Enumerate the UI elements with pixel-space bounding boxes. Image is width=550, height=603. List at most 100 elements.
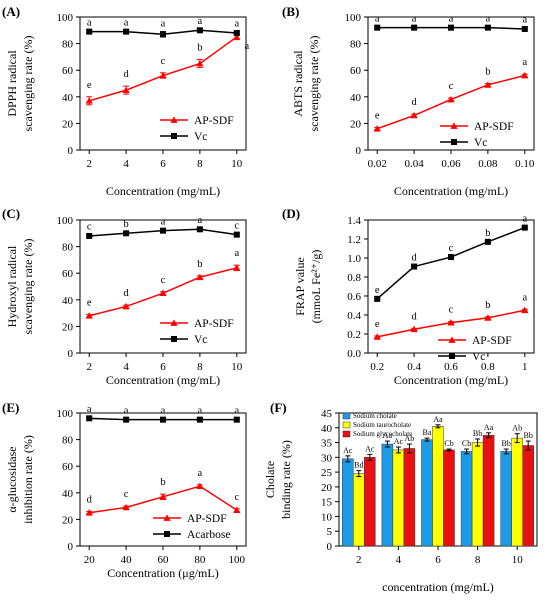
y-axis-title: α-glucosidase	[5, 446, 19, 512]
data-point	[411, 263, 418, 270]
significance-label: a	[234, 19, 239, 30]
significance-label: Aa	[484, 423, 494, 432]
bar	[471, 442, 484, 547]
significance-label: b	[160, 477, 165, 488]
panel-label: (E)	[2, 400, 19, 415]
y-tick-label: 80	[62, 242, 74, 254]
x-tick-label: 0.08	[478, 158, 498, 170]
significance-label: Cb	[444, 439, 453, 448]
bar	[443, 449, 455, 547]
legend-marker	[164, 531, 170, 537]
significance-label: c	[449, 305, 454, 316]
data-point	[160, 416, 166, 423]
y-tick-label: 1.2	[347, 234, 361, 246]
y-tick-label: 60	[62, 461, 74, 473]
y-tick-label: 40	[62, 488, 74, 500]
significance-label: d	[411, 97, 417, 108]
significance-label: a	[124, 17, 129, 28]
x-tick-label: 2	[86, 158, 92, 170]
bar	[392, 449, 405, 547]
x-tick-label: 40	[121, 554, 133, 566]
data-point	[196, 482, 204, 490]
x-tick-label: 6	[160, 361, 166, 373]
significance-label: e	[375, 110, 380, 121]
y-tick-label: 35	[321, 438, 333, 450]
y-axis-title: Cholate	[263, 461, 277, 498]
significance-label: a	[198, 405, 203, 416]
panel-a: (A) 0 20 40 60 80 100 DPPH radical scavenging ra…	[2, 4, 249, 198]
data-point	[448, 254, 454, 261]
legend: AP-SDF Vc	[160, 318, 234, 346]
y-axis-title: scavenging rate (%)	[21, 36, 35, 132]
significance-label: d	[87, 494, 93, 505]
bar	[432, 426, 444, 547]
y-axis-title: ABTS radical	[291, 50, 305, 117]
data-point	[521, 224, 528, 231]
series-line-vc	[376, 226, 526, 300]
x-tick-label: 0.10	[515, 158, 535, 170]
legend-entry: AP-SDF	[187, 513, 227, 525]
legend: AP-SDF Vc	[440, 121, 514, 149]
panel-label: (A)	[2, 4, 20, 19]
data-point	[86, 415, 93, 422]
data-point	[484, 238, 491, 245]
x-axis-title: Concentration (mg/mL)	[394, 373, 508, 387]
x-tick-label: 8	[197, 158, 203, 170]
y-tick-label: 20	[321, 482, 333, 494]
y-tick-label: 80	[62, 39, 74, 51]
y-tick-label: 0	[68, 348, 74, 360]
legend-entry: Vc	[194, 334, 207, 346]
y-tick-label: 40	[321, 423, 333, 435]
legend: AP-SDF Vc	[160, 115, 234, 143]
y-tick-label: 60	[62, 268, 74, 280]
panel-f: (F) 0 5 10 15 20 25 30 35 40 45 Cholate binding rate…	[263, 400, 538, 594]
significance-label: a	[234, 405, 239, 416]
data-point	[159, 289, 167, 297]
data-point	[233, 264, 241, 271]
panel-e: (E) 0 20 40 60 80 100 α-glucosidase inhibition r…	[2, 400, 247, 580]
legend-entry: AP-SDF	[472, 335, 512, 347]
y-tick-label: 100	[57, 12, 74, 24]
legend-entry: Acarbose	[187, 529, 230, 541]
significance-label: a	[412, 13, 417, 24]
y-tick-label: 100	[57, 408, 74, 420]
significance-label: a	[198, 215, 203, 226]
data-point	[196, 27, 203, 34]
significance-label: a	[161, 19, 166, 30]
y-tick-label: 60	[62, 65, 74, 77]
y-tick-label: 60	[350, 65, 362, 77]
significance-label: b	[197, 43, 202, 54]
significance-label: a	[522, 57, 527, 68]
bar	[460, 451, 473, 547]
x-tick-label: 10	[231, 361, 243, 373]
significance-label: c	[124, 489, 129, 500]
legend-marker	[171, 336, 177, 342]
x-tick-label: 0.8	[481, 361, 495, 373]
significance-label: a	[522, 214, 527, 225]
significance-label: e	[375, 319, 380, 330]
y-tick-label: 10	[321, 511, 333, 523]
data-point	[484, 314, 492, 321]
bar	[342, 458, 354, 547]
data-point	[484, 24, 491, 31]
data-point	[123, 416, 130, 423]
y-axis-title: (mmoL Fe²⁺/g)	[309, 250, 323, 324]
data-point	[410, 111, 418, 119]
y-tick-label: 0.8	[347, 272, 361, 284]
data-point	[159, 71, 167, 79]
significance-label: b	[123, 219, 128, 230]
legend-entry: AP-SDF	[194, 318, 234, 330]
panel-label: (D)	[282, 206, 300, 221]
x-tick-label: 2	[86, 361, 92, 373]
data-point	[484, 81, 492, 88]
significance-label: a	[198, 468, 203, 479]
legend-entry: Vc	[194, 131, 207, 143]
plot-frame	[79, 219, 247, 354]
significance-label: c	[234, 220, 239, 231]
y-tick-label: 0	[68, 145, 74, 157]
significance-label: a	[234, 248, 239, 259]
x-tick-label: 4	[123, 361, 129, 373]
x-axis-title: Concentration (μg/mL)	[107, 566, 218, 580]
